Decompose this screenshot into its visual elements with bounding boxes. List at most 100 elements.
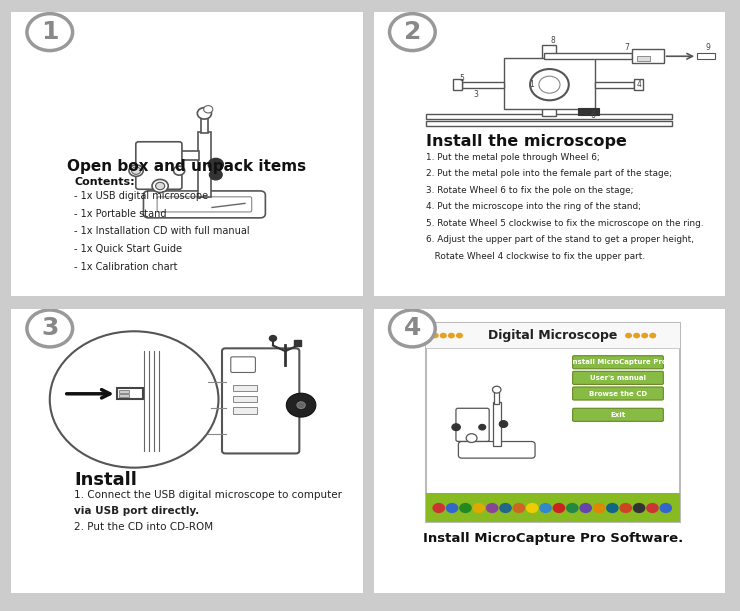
Text: 6. Adjust the upper part of the stand to get a proper height,: 6. Adjust the upper part of the stand to… <box>426 235 694 244</box>
Circle shape <box>472 503 485 513</box>
Circle shape <box>593 503 605 513</box>
Bar <box>577 108 599 115</box>
Circle shape <box>579 503 592 513</box>
Text: 4: 4 <box>636 80 642 89</box>
Circle shape <box>459 503 472 513</box>
Text: 9: 9 <box>705 43 710 52</box>
Bar <box>632 49 664 64</box>
FancyBboxPatch shape <box>157 197 252 212</box>
Bar <box>198 132 211 197</box>
Circle shape <box>50 331 218 467</box>
Circle shape <box>466 434 477 442</box>
FancyBboxPatch shape <box>367 303 733 598</box>
Bar <box>426 114 673 119</box>
FancyBboxPatch shape <box>426 323 679 522</box>
FancyBboxPatch shape <box>573 408 663 422</box>
Circle shape <box>633 333 640 338</box>
Circle shape <box>500 503 512 513</box>
FancyBboxPatch shape <box>458 442 535 458</box>
Text: 2: 2 <box>404 20 421 44</box>
Bar <box>633 79 642 90</box>
Text: Install MicroCapture Pro: Install MicroCapture Pro <box>570 359 666 365</box>
Circle shape <box>269 335 277 341</box>
Bar <box>116 388 143 399</box>
Circle shape <box>641 333 648 338</box>
Text: 3. Rotate Wheel 6 to fix the pole on the stage;: 3. Rotate Wheel 6 to fix the pole on the… <box>426 186 634 195</box>
Bar <box>637 56 650 61</box>
FancyBboxPatch shape <box>367 7 733 302</box>
Circle shape <box>129 165 143 177</box>
Text: Install the microscope: Install the microscope <box>426 134 628 149</box>
Bar <box>697 53 715 59</box>
Text: - 1x USB digital microscope: - 1x USB digital microscope <box>74 191 209 201</box>
Circle shape <box>431 333 439 338</box>
Circle shape <box>456 333 463 338</box>
Circle shape <box>539 76 560 93</box>
Text: 7: 7 <box>625 43 629 52</box>
Text: - 1x Installation CD with full manual: - 1x Installation CD with full manual <box>74 227 250 236</box>
Circle shape <box>198 108 212 119</box>
Circle shape <box>389 310 435 347</box>
Bar <box>426 493 679 522</box>
Bar <box>159 151 199 161</box>
Circle shape <box>174 166 185 175</box>
Text: Exit: Exit <box>610 412 625 418</box>
Text: 1: 1 <box>530 80 534 89</box>
Text: - 1x Portable stand: - 1x Portable stand <box>74 209 167 219</box>
Bar <box>201 114 208 133</box>
Text: 8: 8 <box>551 36 555 45</box>
FancyBboxPatch shape <box>456 408 489 441</box>
Bar <box>504 57 595 109</box>
Circle shape <box>27 13 73 51</box>
Bar <box>542 45 556 116</box>
Circle shape <box>606 503 619 513</box>
Text: Install MicroCapture Pro Software.: Install MicroCapture Pro Software. <box>423 532 683 544</box>
Text: 3: 3 <box>473 90 478 99</box>
Circle shape <box>513 503 525 513</box>
Bar <box>493 402 500 446</box>
FancyBboxPatch shape <box>4 303 370 598</box>
Text: - 1x Calibration chart: - 1x Calibration chart <box>74 262 178 272</box>
Bar <box>426 323 679 348</box>
Circle shape <box>286 393 316 417</box>
FancyBboxPatch shape <box>573 371 663 384</box>
FancyBboxPatch shape <box>222 348 299 453</box>
Text: 6: 6 <box>591 111 596 120</box>
Circle shape <box>440 333 447 338</box>
Circle shape <box>445 503 458 513</box>
Text: via USB port directly.: via USB port directly. <box>74 506 200 516</box>
Bar <box>426 348 679 349</box>
Bar <box>232 408 258 414</box>
Bar <box>494 391 500 404</box>
Circle shape <box>152 180 168 192</box>
Circle shape <box>452 424 460 431</box>
Text: Install: Install <box>74 470 137 489</box>
Circle shape <box>486 503 499 513</box>
Circle shape <box>566 503 579 513</box>
Text: Open box and unpack items: Open box and unpack items <box>67 158 306 174</box>
Circle shape <box>209 170 222 180</box>
Circle shape <box>493 386 501 393</box>
Text: 2. Put the metal pole into the female part of the stage;: 2. Put the metal pole into the female pa… <box>426 169 673 178</box>
Circle shape <box>479 425 485 430</box>
Circle shape <box>204 106 213 113</box>
Bar <box>119 390 130 393</box>
Circle shape <box>389 13 435 51</box>
Circle shape <box>432 503 445 513</box>
Circle shape <box>646 503 659 513</box>
Text: User's manual: User's manual <box>590 375 646 381</box>
Text: 3: 3 <box>41 316 58 340</box>
Circle shape <box>539 503 552 513</box>
FancyBboxPatch shape <box>144 191 266 218</box>
Circle shape <box>27 310 73 347</box>
Bar <box>119 393 130 397</box>
Circle shape <box>500 420 508 428</box>
Text: Rotate Wheel 4 clockwise to fix the upper part.: Rotate Wheel 4 clockwise to fix the uppe… <box>426 252 645 261</box>
Circle shape <box>530 69 569 100</box>
FancyBboxPatch shape <box>231 357 255 373</box>
Text: 5. Rotate Wheel 5 clockwise to fix the microscope on the ring.: 5. Rotate Wheel 5 clockwise to fix the m… <box>426 219 704 228</box>
Text: 2. Put the CD into CD-ROM: 2. Put the CD into CD-ROM <box>74 522 214 532</box>
Circle shape <box>132 167 141 174</box>
Circle shape <box>633 503 645 513</box>
Circle shape <box>553 503 565 513</box>
